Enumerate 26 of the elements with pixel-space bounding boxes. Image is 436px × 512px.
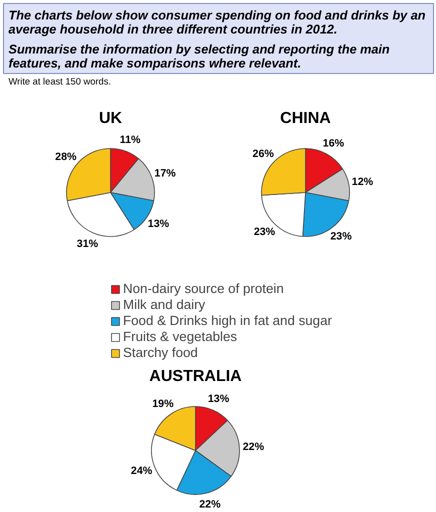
data-label: 31% (76, 238, 99, 250)
text: Write at least 150 words. (8, 76, 111, 86)
data-label: 22% (199, 498, 222, 511)
chart-title: CHINA (280, 110, 332, 127)
data-label: 11% (120, 134, 142, 146)
data-label: 13% (208, 393, 230, 406)
data-label: 24% (130, 465, 153, 478)
data-label: 26% (252, 148, 274, 160)
data-label: 13% (148, 218, 170, 230)
legend-label: Fruits & vegetables (123, 329, 238, 344)
data-label: 12% (352, 176, 374, 188)
data-label: 16% (322, 137, 345, 150)
data-label: 22% (242, 440, 265, 453)
legend-label: Milk and dairy (123, 297, 206, 312)
legend-label: Starchy food (123, 345, 198, 360)
chart-title: UK (98, 110, 122, 127)
legend-label: Food & Drinks high in fat and sugar (123, 313, 332, 328)
data-label: 23% (254, 226, 276, 238)
data-label: 23% (330, 230, 352, 243)
chart-title: AUSTRALIA (149, 368, 242, 385)
legend-label: Non-dairy source of protein (123, 281, 284, 296)
text: Summarise the information by selecting and reporting the main features, and make somparisons where relevant. (8, 42, 390, 70)
data-label: 19% (152, 398, 174, 410)
data-label: 17% (154, 168, 176, 180)
data-label: 28% (55, 150, 77, 163)
text: The charts below show consumer spending on food and drinks by an average household in three different countries in 2012. (8, 8, 426, 36)
